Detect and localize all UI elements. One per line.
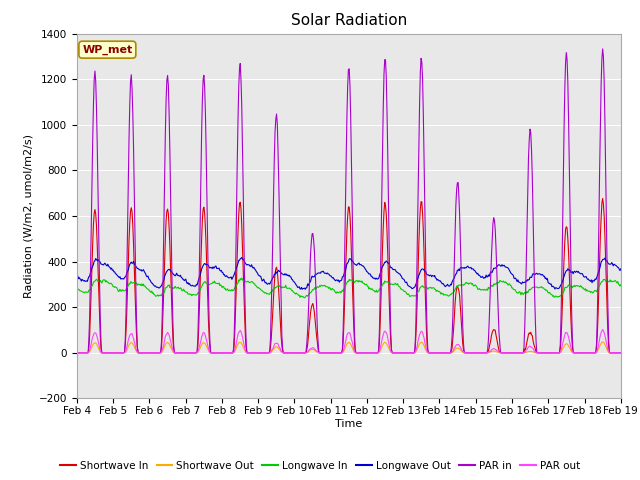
Text: WP_met: WP_met xyxy=(82,45,132,55)
Y-axis label: Radiation (W/m2, umol/m2/s): Radiation (W/m2, umol/m2/s) xyxy=(23,134,33,298)
X-axis label: Time: Time xyxy=(335,419,362,429)
Legend: Shortwave In, Shortwave Out, Longwave In, Longwave Out, PAR in, PAR out: Shortwave In, Shortwave Out, Longwave In… xyxy=(56,456,584,475)
Title: Solar Radiation: Solar Radiation xyxy=(291,13,407,28)
